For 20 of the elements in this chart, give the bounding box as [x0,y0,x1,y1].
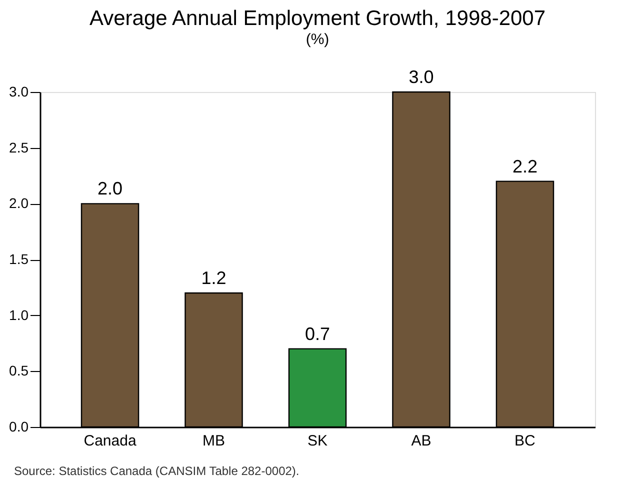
x-tick-label: BC [514,432,536,450]
data-label: 2.0 [98,178,123,199]
data-label: 2.2 [512,156,538,176]
y-tick-label: 0.0 [9,418,29,434]
x-tick-label: AB [411,432,432,450]
x-tick-label: MB [202,432,226,450]
y-tick-label: 2.5 [9,139,29,156]
x-tick-label: SK [307,432,328,450]
y-tick-label: 2.0 [9,195,29,212]
data-label: 3.0 [408,67,434,87]
data-label: 0.7 [304,324,330,344]
y-tick-label: 1.0 [9,306,29,323]
source-note: Source: Statistics Canada (CANSIM Table 282-0002). [14,464,300,478]
y-tick-label: 1.5 [9,251,29,267]
y-tick-label: 0.5 [9,362,29,379]
x-tick-label: Canada [84,432,137,450]
chart-subtitle: (%) [306,31,330,48]
y-tick-label: 3.0 [9,84,29,100]
data-label: 1.2 [201,268,226,288]
chart-title: Average Annual Employment Growth, 1998-2007 [89,7,546,30]
